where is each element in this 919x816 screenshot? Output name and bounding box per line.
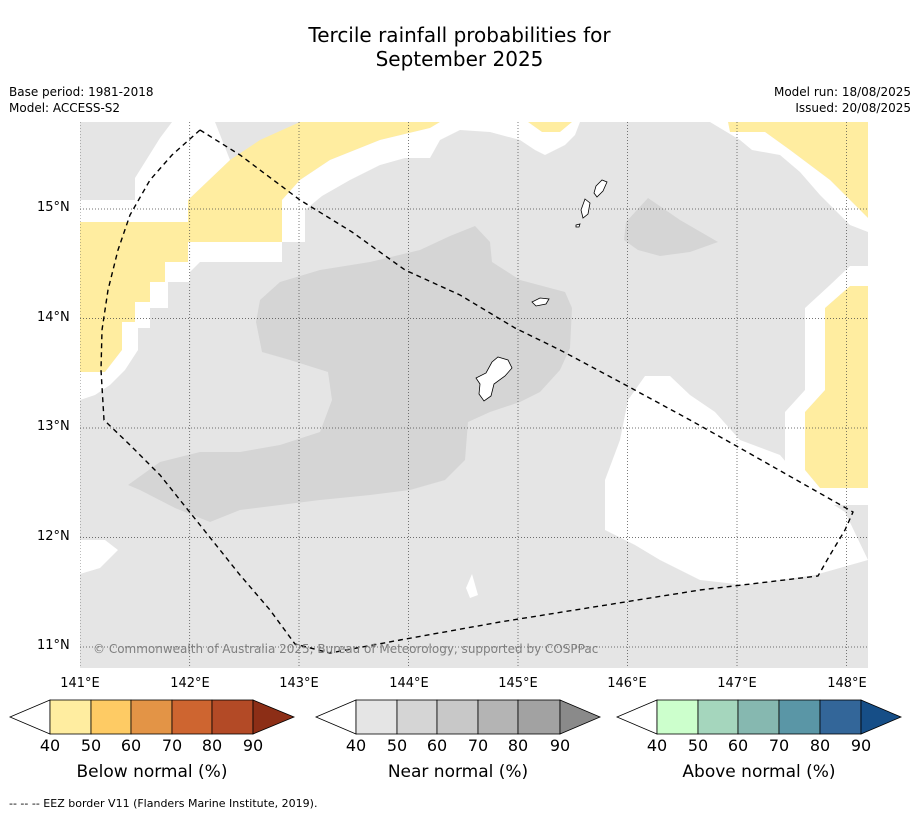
aguijan-island: [575, 223, 581, 228]
below-normal-area-north: [528, 122, 572, 132]
near-normal-stronger-area-east: [624, 198, 718, 256]
cb-near-tick-80: 80: [507, 736, 529, 755]
lon-label-142e: 142°E: [170, 676, 210, 691]
probability-field: © Commonwealth of Australia 2025, Bureau…: [80, 122, 868, 668]
below-normal-gap-west: [80, 242, 282, 400]
below-normal-area-east: [805, 286, 868, 488]
lon-label-141e: 141°E: [60, 676, 100, 691]
cb-below-swatch-1: [49, 699, 92, 735]
cb-below-tick-70: 70: [161, 736, 183, 755]
lon-label-146e: 146°E: [607, 676, 647, 691]
lon-label-147e: 147°E: [717, 676, 757, 691]
eez-border-legend: -- -- -- EEZ border V11 (Flanders Marine…: [9, 797, 318, 810]
cb-near-swatch-3: [436, 699, 479, 735]
cb-above-tick-50: 50: [687, 736, 709, 755]
copyright-notice: © Commonwealth of Australia 2025, Bureau…: [93, 642, 598, 656]
cb-near-swatch-2: [396, 699, 438, 735]
cb-near-swatch-1: [355, 699, 398, 735]
cb-below-swatch-2: [90, 699, 132, 735]
cb-above-tick-80: 80: [809, 736, 831, 755]
cb-near-tick-90: 90: [549, 736, 571, 755]
cb-above-swatch-3: [737, 699, 780, 735]
below-normal-area-west: [80, 122, 440, 372]
lon-label-145e: 145°E: [498, 676, 538, 691]
cb-near-tick-70: 70: [467, 736, 489, 755]
below-normal-gap-north: [282, 122, 868, 242]
cb-below-swatch-5: [211, 699, 254, 735]
cb-above-tick-70: 70: [768, 736, 790, 755]
lat-label-13n: 13°N: [37, 419, 70, 434]
cb-near-tick-50: 50: [386, 736, 408, 755]
cb-near-tick-40: 40: [345, 736, 367, 755]
cb-below-swatch-3: [130, 699, 173, 735]
island-outlines: [475, 179, 608, 402]
cb-above-swatch-5: [819, 699, 862, 735]
base-period: Base period: 1981-2018: [9, 85, 154, 99]
cb-above-swatch-4: [778, 699, 821, 735]
saipan-island: [593, 179, 608, 198]
above-normal-area-east: [605, 376, 868, 585]
lat-label-12n: 12°N: [37, 529, 70, 544]
cb-below-tick-50: 50: [80, 736, 102, 755]
lat-label-14n: 14°N: [37, 310, 70, 325]
cb-near-swatch-4: [477, 699, 519, 735]
lat-label-15n: 15°N: [37, 200, 70, 215]
cb-near-title: Near normal (%): [387, 762, 529, 782]
cb-near-tick-60: 60: [426, 736, 448, 755]
below-normal-area-northeast: [728, 122, 868, 218]
cb-below-tick-60: 60: [120, 736, 142, 755]
colorbar-below-normal: [8, 699, 296, 735]
cb-below-swatch-4: [171, 699, 213, 735]
cb-below-tick-80: 80: [201, 736, 223, 755]
colorbar-above-normal: [615, 699, 903, 735]
cb-above-tick-60: 60: [727, 736, 749, 755]
lat-label-11n: 11°N: [37, 638, 70, 653]
cb-below-title: Below normal (%): [76, 762, 228, 782]
cb-above-swatch-2: [697, 699, 739, 735]
lon-label-143e: 143°E: [279, 676, 319, 691]
above-normal-area-south: [466, 574, 478, 598]
map-title-line-1: Tercile rainfall probabilities for: [308, 23, 611, 47]
model-name: Model: ACCESS-S2: [9, 101, 121, 115]
cb-above-tick-90: 90: [850, 736, 872, 755]
map-title-line-2: September 2025: [375, 47, 544, 71]
cb-above-swatch-1: [656, 699, 699, 735]
lon-label-144e: 144°E: [389, 676, 429, 691]
above-normal-area-southwest: [80, 540, 118, 574]
cb-near-swatch-5: [517, 699, 561, 735]
near-normal-stronger-area: [128, 226, 572, 522]
rota-island: [531, 297, 550, 307]
map-graticule: [80, 122, 868, 668]
cb-above-title: Above normal (%): [682, 762, 836, 782]
issued-date: Issued: 20/08/2025: [795, 101, 911, 115]
guam-island: [475, 356, 513, 402]
cb-below-tick-90: 90: [242, 736, 264, 755]
cb-below-tick-40: 40: [39, 736, 61, 755]
model-run: Model run: 18/08/2025: [773, 85, 911, 99]
colorbar-near-normal: [314, 699, 602, 735]
cb-above-tick-40: 40: [646, 736, 668, 755]
below-normal-gap-northwest: [80, 122, 230, 222]
lon-label-148e: 148°E: [827, 676, 867, 691]
below-normal-gap-east: [785, 266, 868, 505]
eez-border: [100, 129, 854, 654]
tinian-island: [580, 198, 591, 219]
